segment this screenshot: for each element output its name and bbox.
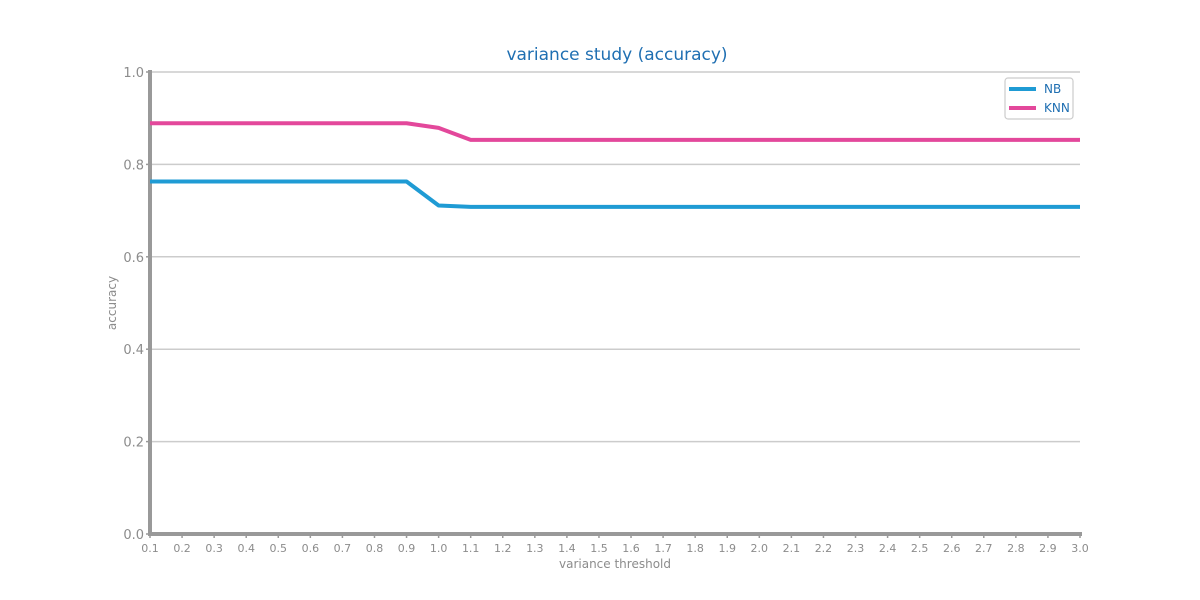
y-tick-label: 1.0 xyxy=(123,66,144,81)
x-tick-label: 1.2 xyxy=(494,542,512,555)
x-tick-label: 2.2 xyxy=(815,542,833,555)
x-tick-label: 0.8 xyxy=(366,542,384,555)
x-axis-ticks: 0.1 0.2 0.3 0.4 0.5 0.6 0.7 0.8 0.9 1.0 1.1 1.2 1.3 1… xyxy=(141,534,1089,555)
x-tick-label: 0.6 xyxy=(302,542,320,555)
x-tick-label: 2.1 xyxy=(783,542,801,555)
x-tick-label: 1.5 xyxy=(590,542,608,555)
x-tick-label: 0.3 xyxy=(205,542,223,555)
x-tick-label: 0.7 xyxy=(334,542,352,555)
x-tick-label: 0.2 xyxy=(173,542,191,555)
x-tick-label: 1.1 xyxy=(462,542,480,555)
legend-label-knn: KNN xyxy=(1044,101,1070,115)
y-tick-label: 0.6 xyxy=(123,251,144,266)
x-tick-label: 0.5 xyxy=(270,542,288,555)
x-tick-label: 3.0 xyxy=(1071,542,1089,555)
axes xyxy=(148,70,1082,536)
legend: NB KNN xyxy=(1004,77,1074,120)
x-tick-label: 1.3 xyxy=(526,542,544,555)
x-tick-label: 1.4 xyxy=(558,542,576,555)
y-tick-label: 0.2 xyxy=(123,436,144,451)
x-tick-label: 0.4 xyxy=(237,542,255,555)
series-line-nb xyxy=(150,179,1080,209)
y-tick-label: 0.4 xyxy=(123,343,144,358)
x-tick-label: 2.0 xyxy=(751,542,769,555)
x-tick-label: 2.9 xyxy=(1039,542,1057,555)
series-lines xyxy=(150,121,1080,209)
x-tick-label: 2.3 xyxy=(847,542,865,555)
x-axis-label: variance threshold xyxy=(559,557,671,571)
x-tick-label: 2.7 xyxy=(975,542,993,555)
y-axis-label: accuracy xyxy=(105,276,119,330)
x-tick-label: 2.8 xyxy=(1007,542,1025,555)
legend-label-nb: NB xyxy=(1044,82,1061,96)
x-tick-label: 0.1 xyxy=(141,542,159,555)
gridlines xyxy=(150,71,1080,443)
y-tick-label: 0.8 xyxy=(123,158,144,173)
chart-title: variance study (accuracy) xyxy=(506,45,727,65)
x-tick-label: 1.6 xyxy=(622,542,640,555)
x-tick-label: 0.9 xyxy=(398,542,416,555)
x-tick-label: 2.4 xyxy=(879,542,897,555)
x-tick-label: 1.7 xyxy=(654,542,672,555)
y-tick-label: 0.0 xyxy=(123,528,144,543)
x-tick-label: 2.5 xyxy=(911,542,929,555)
x-tick-label: 1.9 xyxy=(718,542,736,555)
x-tick-label: 1.0 xyxy=(430,542,448,555)
x-tick-label: 1.8 xyxy=(686,542,704,555)
y-axis-ticks: 0.0 0.2 0.4 0.6 0.8 1.0 xyxy=(123,66,150,543)
series-line-knn xyxy=(150,121,1080,142)
x-tick-label: 2.6 xyxy=(943,542,961,555)
